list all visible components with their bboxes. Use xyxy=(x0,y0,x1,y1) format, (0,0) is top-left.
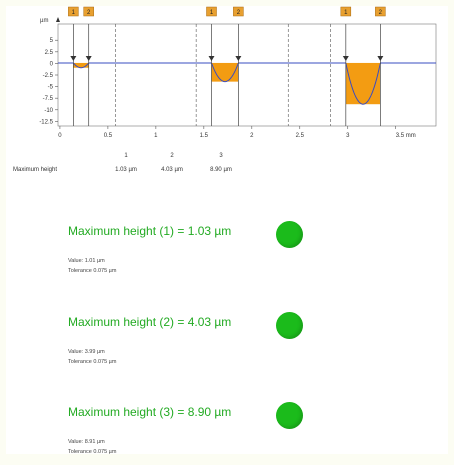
result-tolerance: Tolerance 0.075 µm xyxy=(68,449,117,455)
marker-triangle xyxy=(70,55,77,61)
result-card: Maximum height (2) = 4.03 µm Value: 3.99… xyxy=(68,312,408,375)
result-value: Value: 8.91 µm xyxy=(68,439,105,445)
result-card: Maximum height (1) = 1.03 µm Value: 1.01… xyxy=(68,221,408,284)
x-tick-label: 3 xyxy=(346,133,350,139)
groove-fill xyxy=(345,62,381,105)
x-tick-label: 2 xyxy=(250,133,254,139)
y-unit-label: µm xyxy=(40,18,48,24)
x-tick-label: 2.5 xyxy=(296,133,305,139)
result-title: Maximum height (1) = 1.03 µm xyxy=(68,224,232,238)
result-tolerance: Tolerance 0.075 µm xyxy=(68,268,117,274)
y-tick-label: -7.5 xyxy=(43,96,54,102)
marker-triangle xyxy=(235,55,242,61)
y-axis-arrow xyxy=(56,17,60,22)
profile-chart: 5 2.5 0 -2.5 -5 -7.5 -10 -12.5 µm 0 0.5 1 1.5 2 2.5 3 3.… xyxy=(39,6,437,139)
summary-value-3: 8.90 µm xyxy=(210,167,232,173)
y-tick-label: 5 xyxy=(50,38,54,44)
y-tick-label: -12.5 xyxy=(39,119,53,125)
result-value: Value: 1.01 µm xyxy=(68,258,105,264)
summary-value-2: 4.03 µm xyxy=(161,167,183,173)
status-pass-icon xyxy=(276,221,303,248)
marker-label: 2 xyxy=(87,10,91,16)
x-tick-label: 1 xyxy=(154,133,158,139)
summary-label: Maximum height xyxy=(13,167,58,173)
marker-box xyxy=(68,6,79,17)
status-pass-icon xyxy=(276,402,303,429)
y-tick-label: -10 xyxy=(44,108,53,114)
marker-triangle xyxy=(208,55,215,61)
result-title: Maximum height (2) = 4.03 µm xyxy=(68,315,232,329)
result-value: Value: 3.99 µm xyxy=(68,349,105,355)
report-panel: 5 2.5 0 -2.5 -5 -7.5 -10 -12.5 µm 0 0.5 1 1.5 2 2.5 3 3.… xyxy=(6,6,448,455)
result-title: Maximum height (3) = 8.90 µm xyxy=(68,405,232,419)
marker-box xyxy=(340,6,352,17)
marker-box xyxy=(83,6,94,17)
marker-label: 1 xyxy=(72,10,76,16)
y-tick-label: -2.5 xyxy=(43,73,54,79)
x-tick-label: 3.5 mm xyxy=(396,133,416,139)
result-card: Maximum height (3) = 8.90 µm Value: 8.91… xyxy=(68,402,408,465)
status-pass-icon xyxy=(276,312,303,339)
marker-box xyxy=(375,6,386,17)
marker-triangle xyxy=(85,55,92,61)
x-tick-label: 1.5 xyxy=(200,133,209,139)
summary-index-1: 1 xyxy=(124,153,128,159)
y-tick-label: 2.5 xyxy=(45,50,54,56)
x-tick-label: 0.5 xyxy=(104,133,113,139)
marker-label: 1 xyxy=(344,10,348,16)
result-tolerance: Tolerance 0.075 µm xyxy=(68,359,117,365)
marker-box xyxy=(233,6,244,17)
y-tick-label: -5 xyxy=(48,85,54,91)
summary-value-1: 1.03 µm xyxy=(115,167,137,173)
marker-triangle xyxy=(377,55,384,61)
y-tick-label: 0 xyxy=(50,61,54,67)
summary-index-2: 2 xyxy=(170,153,174,159)
summary-index-3: 3 xyxy=(219,153,223,159)
marker-label: 2 xyxy=(379,10,383,16)
marker-box xyxy=(206,6,217,17)
marker-label: 1 xyxy=(210,10,214,16)
x-tick-label: 0 xyxy=(58,133,62,139)
marker-triangle xyxy=(342,55,349,61)
profile-line xyxy=(58,62,436,105)
marker-label: 2 xyxy=(237,10,241,16)
groove-fill xyxy=(73,62,89,68)
